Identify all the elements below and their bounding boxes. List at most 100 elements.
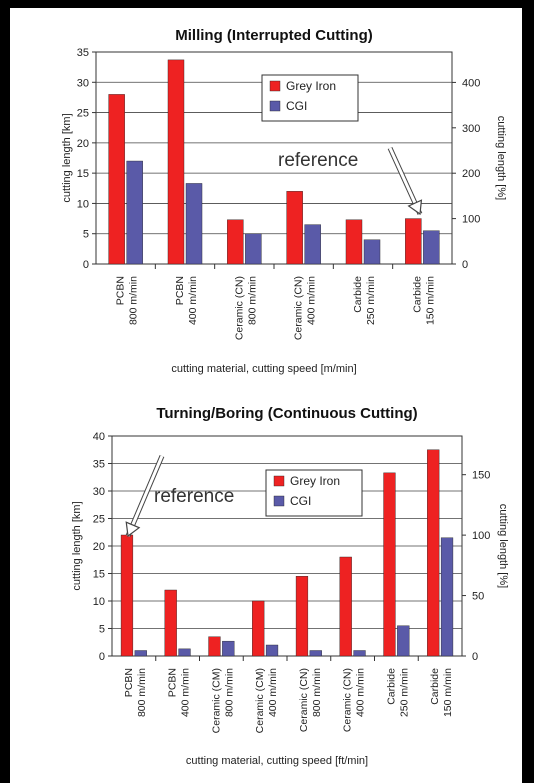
category-label: Ceramic (CN)400 m/min bbox=[293, 276, 318, 340]
y-tick-label: 25 bbox=[93, 514, 105, 526]
category-label-line: 150 m/min bbox=[424, 276, 436, 325]
bar-cgi bbox=[134, 650, 147, 657]
category-label: Ceramic (CM)400 m/min bbox=[254, 668, 279, 733]
category-label-line: 400 m/min bbox=[306, 276, 318, 325]
bar-cgi bbox=[423, 230, 440, 265]
category-label-line: PCBN bbox=[174, 276, 186, 305]
y-tick-label: 30 bbox=[93, 486, 105, 498]
bar-cgi bbox=[397, 625, 410, 657]
bar-grey-iron bbox=[345, 219, 363, 265]
category-label-line: 150 m/min bbox=[442, 668, 454, 717]
category-label-line: 800 m/min bbox=[223, 668, 235, 717]
category-label-line: Ceramic (CN) bbox=[298, 668, 310, 732]
y2-tick-label: 200 bbox=[462, 168, 480, 180]
category-label-line: 800 m/min bbox=[246, 276, 258, 325]
annotation-text: reference bbox=[278, 150, 358, 171]
bar-cgi bbox=[185, 183, 203, 265]
bar-grey-iron bbox=[208, 636, 221, 657]
bar-grey-iron bbox=[167, 59, 185, 265]
bar-cgi bbox=[304, 224, 321, 265]
bar-cgi bbox=[363, 239, 381, 265]
category-label-line: PCBN bbox=[115, 276, 127, 305]
y2-tick-label: 300 bbox=[462, 123, 480, 135]
y-tick-label: 10 bbox=[93, 596, 105, 608]
bar-grey-iron bbox=[295, 576, 309, 657]
category-label-line: Carbide bbox=[429, 668, 441, 705]
category-label-line: 400 m/min bbox=[187, 276, 199, 325]
bar-grey-iron bbox=[227, 219, 244, 265]
x-axis-label: cutting material, cutting speed [m/min] bbox=[171, 363, 356, 375]
y-tick-label: 25 bbox=[77, 108, 89, 120]
chart-title: Milling (Interrupted Cutting) bbox=[175, 27, 372, 44]
y-tick-label: 5 bbox=[99, 624, 105, 636]
category-label-line: 400 m/min bbox=[355, 668, 367, 717]
category-label-line: 250 m/min bbox=[398, 668, 410, 717]
y-tick-label: 15 bbox=[93, 569, 105, 581]
y2-tick-label: 50 bbox=[472, 591, 484, 603]
category-label-line: Ceramic (CN) bbox=[342, 668, 354, 732]
y2-tick-label: 400 bbox=[462, 77, 480, 89]
category-label: Ceramic (CM)800 m/min bbox=[210, 668, 235, 733]
y-axis-label: cutting length [km] bbox=[71, 501, 83, 590]
bar-grey-iron bbox=[339, 556, 352, 657]
y-tick-label: 35 bbox=[77, 47, 89, 59]
annotation-arrowhead bbox=[125, 521, 141, 538]
y2-tick-label: 0 bbox=[472, 651, 478, 663]
annotation-arrow bbox=[126, 455, 164, 537]
y-tick-label: 35 bbox=[93, 459, 105, 471]
category-label-line: PCBN bbox=[123, 668, 135, 697]
bar-cgi bbox=[178, 648, 191, 657]
x-axis-label: cutting material, cutting speed [ft/min] bbox=[186, 755, 368, 767]
bar-cgi bbox=[440, 537, 454, 657]
category-label-line: Ceramic (CM) bbox=[210, 668, 222, 733]
y-tick-label: 5 bbox=[83, 229, 89, 241]
category-label: Carbide150 m/min bbox=[429, 668, 454, 717]
chart-2: Turning/Boring (Continuous Cutting) 0 5 10 1… bbox=[71, 405, 509, 767]
y-tick-label: 40 bbox=[93, 431, 105, 443]
legend-label: Grey Iron bbox=[286, 79, 336, 93]
category-label: PCBN800 m/min bbox=[123, 668, 148, 717]
legend-label: Grey Iron bbox=[290, 474, 340, 488]
category-label-line: 800 m/min bbox=[128, 276, 140, 325]
category-label-line: Carbide bbox=[385, 668, 397, 705]
category-label-line: 400 m/min bbox=[267, 668, 279, 717]
bar-grey-iron bbox=[286, 191, 303, 265]
bar-cgi bbox=[265, 644, 279, 657]
bar-grey-iron bbox=[252, 600, 265, 657]
bar-cgi bbox=[245, 233, 262, 265]
category-label: Carbide150 m/min bbox=[411, 276, 436, 325]
y2-tick-label: 0 bbox=[462, 259, 468, 271]
y-tick-label: 10 bbox=[77, 198, 89, 210]
y-tick-label: 30 bbox=[77, 77, 89, 89]
category-label-line: PCBN bbox=[167, 668, 179, 697]
category-label-line: 800 m/min bbox=[136, 668, 148, 717]
bar-cgi bbox=[309, 650, 322, 657]
category-label-line: Carbide bbox=[352, 276, 364, 313]
chart-title: Turning/Boring (Continuous Cutting) bbox=[156, 405, 417, 422]
category-label: Ceramic (CN)800 m/min bbox=[233, 276, 258, 340]
category-label-line: Carbide bbox=[411, 276, 423, 313]
legend-swatch bbox=[273, 475, 285, 487]
bar-grey-iron bbox=[120, 534, 134, 657]
legend-label: CGI bbox=[290, 494, 311, 508]
y-tick-label: 0 bbox=[99, 651, 105, 663]
y-tick-label: 20 bbox=[93, 541, 105, 553]
category-label-line: 400 m/min bbox=[180, 668, 192, 717]
bar-cgi bbox=[222, 640, 235, 657]
legend-swatch bbox=[269, 80, 281, 92]
legend-swatch bbox=[273, 495, 285, 507]
category-label: PCBN400 m/min bbox=[167, 668, 192, 717]
category-label-line: Ceramic (CM) bbox=[254, 668, 266, 733]
bar-grey-iron bbox=[383, 472, 396, 657]
annotation-text: reference bbox=[154, 486, 234, 507]
category-label: Carbide250 m/min bbox=[352, 276, 377, 325]
annotation-arrowhead bbox=[407, 199, 423, 216]
category-label-line: Ceramic (CN) bbox=[293, 276, 305, 340]
y2-tick-label: 100 bbox=[472, 530, 490, 542]
bar-grey-iron bbox=[108, 94, 125, 265]
bar-grey-iron bbox=[427, 449, 440, 657]
category-label: PCBN400 m/min bbox=[174, 276, 199, 325]
y2-axis-label: cutting length [%] bbox=[495, 116, 507, 200]
y-axis-label: cutting length [km] bbox=[61, 113, 73, 202]
